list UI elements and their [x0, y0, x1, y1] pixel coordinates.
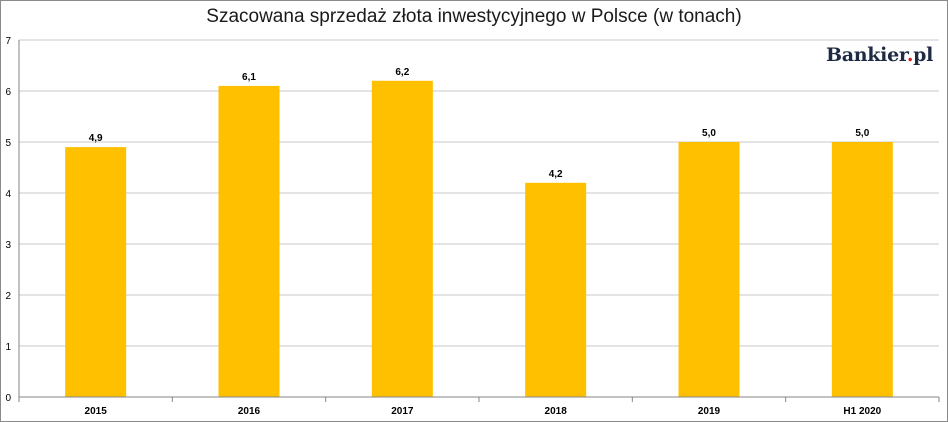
- y-tick-label: 4: [5, 189, 11, 200]
- data-label: 5,0: [702, 128, 716, 139]
- logo-dot: .: [906, 44, 914, 66]
- labels: 0 1 2 3 4 5 6 7 4,9 2015 6,1 2016 6,2 2017 4,2 2018 5,0 2…: [5, 36, 881, 417]
- data-label: 5,0: [855, 128, 869, 139]
- bar: [65, 147, 127, 397]
- y-tick-label: 2: [5, 291, 11, 302]
- x-category-label: H1 2020: [843, 406, 881, 417]
- bar: [831, 142, 893, 397]
- bar: [525, 182, 587, 397]
- y-tick-label: 0: [5, 393, 11, 404]
- y-tick-label: 1: [5, 342, 11, 353]
- bar: [678, 142, 740, 397]
- axes: [18, 40, 940, 402]
- chart-title: Szacowana sprzedaż złota inwestycyjnego …: [206, 6, 742, 27]
- logo-suffix: pl: [913, 44, 934, 66]
- data-label: 4,9: [89, 133, 103, 144]
- bar: [218, 85, 280, 398]
- data-label: 6,2: [395, 67, 409, 78]
- x-category-label: 2019: [698, 406, 721, 417]
- x-category-label: 2015: [85, 406, 108, 417]
- bar: [371, 80, 433, 398]
- y-tick-label: 3: [5, 240, 11, 251]
- x-category-label: 2018: [545, 406, 568, 417]
- logo-brand: Bankier: [826, 44, 907, 66]
- bars: [65, 80, 893, 398]
- y-tick-label: 7: [5, 36, 11, 47]
- bankier-logo: Bankier.pl: [826, 44, 933, 66]
- x-category-label: 2017: [391, 406, 414, 417]
- x-category-label: 2016: [238, 406, 261, 417]
- data-label: 6,1: [242, 72, 256, 83]
- y-tick-label: 5: [5, 138, 11, 149]
- gridlines: [19, 39, 939, 347]
- data-label: 4,2: [549, 169, 563, 180]
- y-tick-label: 6: [5, 87, 11, 98]
